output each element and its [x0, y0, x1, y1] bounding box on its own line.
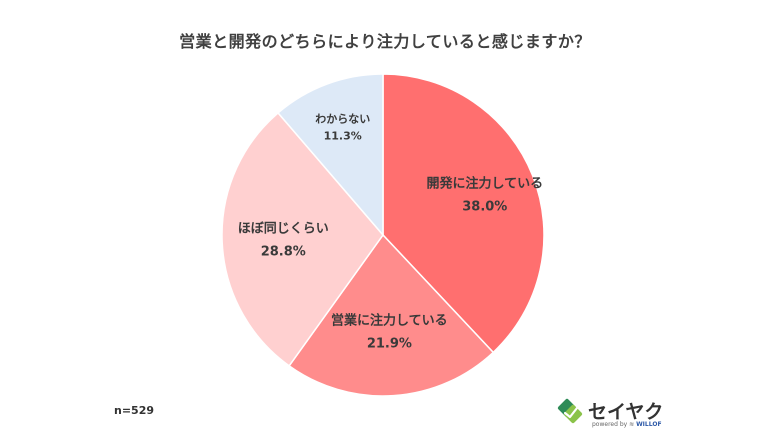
- slice-value-label: 11.3%: [324, 129, 362, 142]
- slice-category-label: 開発に注力している: [426, 176, 543, 192]
- slice-category-label: ほぼ同じくらい: [238, 221, 329, 236]
- logo-powered-by-text: powered by: [592, 421, 628, 428]
- pie-slice-2: [288, 233, 495, 397]
- logo-powered-by: powered by ≋ WILLOF: [592, 421, 662, 428]
- logo-mark-icon: [557, 398, 583, 424]
- chart-title: 営業と開発のどちらにより注力していると感じますか？: [179, 32, 591, 51]
- sample-size-note: n=529: [114, 404, 155, 417]
- slice-value-label: 28.8%: [261, 244, 306, 259]
- slice-category-label: わからない: [315, 112, 370, 125]
- logo-brand: WILLOF: [636, 421, 662, 428]
- pie-slice-1: [382, 73, 545, 354]
- pie-slice-3: [221, 111, 384, 367]
- slice-value-label: 38.0%: [462, 200, 507, 215]
- slice-value-label: 21.9%: [367, 336, 412, 351]
- logo-brand-icon: ≋: [629, 421, 635, 428]
- pie-slice-4: [276, 73, 384, 238]
- logo-name: セイヤク: [588, 401, 664, 423]
- slice-category-label: 営業に注力している: [331, 312, 448, 328]
- seiyaku-logo: セイヤク powered by ≋ WILLOF: [556, 395, 676, 431]
